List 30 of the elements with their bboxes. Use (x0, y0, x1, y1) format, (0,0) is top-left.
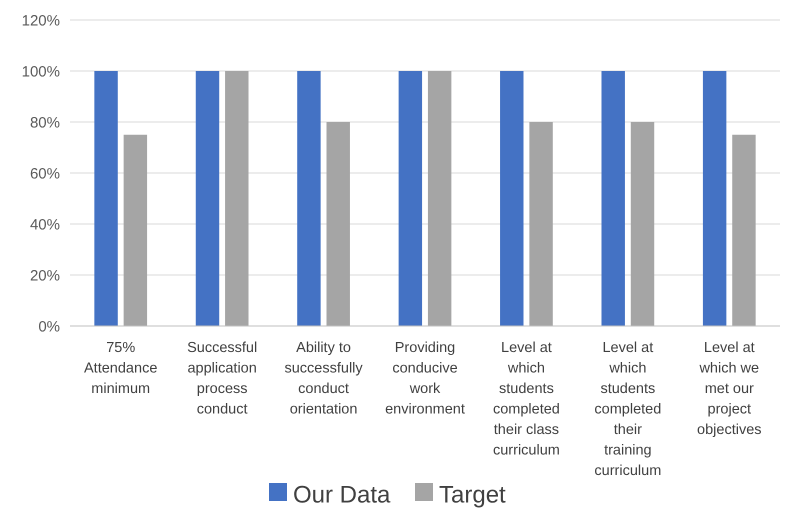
legend-label: Our Data (293, 481, 392, 508)
bar (326, 122, 350, 326)
x-tick-label: 75% Attendance minimum (84, 340, 158, 397)
bar (398, 71, 422, 326)
bar (529, 122, 553, 326)
x-tick-label: Level at which students completed their training curriculum (594, 340, 662, 479)
x-tick-label: Successful application process conduct (187, 340, 258, 418)
x-tick-label: Level at which we met our project objectives (697, 340, 762, 438)
bar (630, 122, 654, 326)
bar (428, 71, 452, 326)
bar (702, 71, 726, 326)
y-tick-label: 60% (30, 165, 60, 182)
x-tick-label: Ability to successfully conduct orientation (284, 340, 364, 418)
bar (124, 134, 148, 326)
x-tick-label: Providing conducive work environment (385, 340, 465, 418)
bar (601, 71, 625, 326)
bar (297, 71, 321, 326)
bar (500, 71, 524, 326)
y-tick-label: 100% (22, 63, 60, 80)
y-tick-label: 0% (38, 318, 60, 336)
bar (225, 71, 249, 326)
y-tick-label: 120% (22, 12, 60, 30)
y-tick-label: 80% (30, 114, 60, 132)
y-tick-label: 20% (30, 267, 60, 284)
bar (732, 134, 756, 326)
bar (196, 71, 220, 326)
legend-label: Target (439, 481, 506, 508)
y-tick-label: 40% (30, 216, 60, 234)
x-tick-label: Level at which students completed their class curriculum (492, 340, 560, 458)
bar (94, 71, 118, 326)
